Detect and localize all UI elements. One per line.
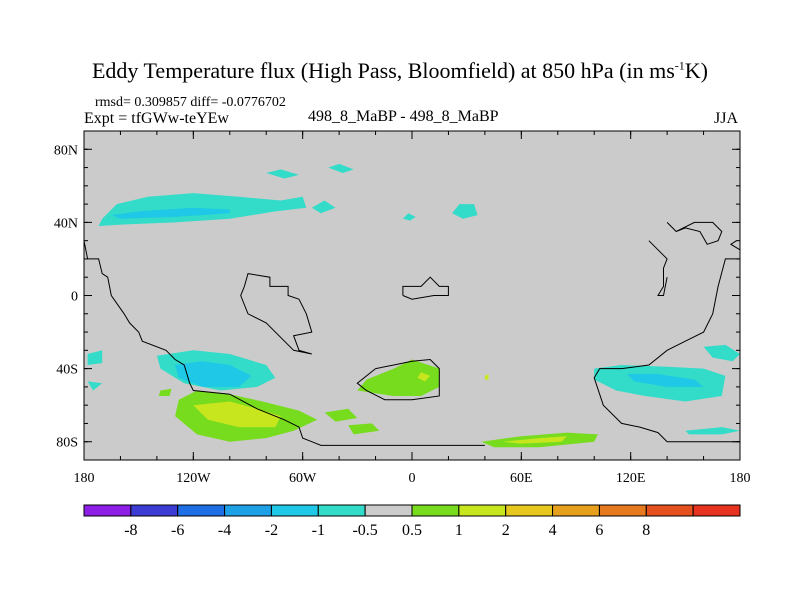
contour-region-sp-green-tail [324, 408, 358, 422]
coastline-s-america-east [240, 273, 313, 355]
contour-region-indian-blue [627, 374, 704, 387]
y-tick-label: 40N [54, 216, 78, 231]
rmsd-diff-stats: rmsd= 0.309857 diff= -0.0776702 [95, 95, 286, 110]
case-label: 498_8_MaBP - 498_8_MaBP [308, 108, 499, 125]
contour-region-atlantic-green [357, 359, 440, 396]
contour-region-se-cyan [685, 427, 740, 435]
colorbar-box [83, 504, 132, 517]
colorbar-label: 8 [642, 522, 650, 539]
colorbar-box [224, 504, 272, 517]
contour-region-sp-pacific-cyan [87, 350, 103, 365]
colorbar-label: 1 [455, 522, 463, 539]
coastline-greenland [729, 240, 741, 251]
experiment-label: Expt = tfGWw-teYEw [84, 110, 229, 127]
colorbar-label: -0.5 [352, 522, 377, 539]
y-tick-label: 80N [54, 143, 78, 158]
contour-region-sp-pacific-blue [175, 361, 252, 387]
contour-region-aus-cyan [703, 344, 740, 362]
colorbar-box [598, 504, 647, 517]
contour-region-europe-cyan [402, 213, 416, 221]
contour-region-np-atlantic-cyan [311, 200, 336, 214]
y-tick-label: 0 [71, 290, 78, 305]
colorbar-box [505, 504, 554, 517]
x-tick-label: 0 [409, 471, 416, 486]
contour-region-sp-yellow-1 [193, 401, 281, 428]
x-tick-label: 120E [616, 471, 646, 486]
contour-region-asia-cyan [452, 204, 478, 219]
coastline-africa-w [402, 276, 449, 300]
season-label: JJA [714, 110, 739, 127]
colorbar-box [692, 504, 741, 517]
contour-region-indian-yellow [503, 436, 567, 444]
coastline-asia-south [648, 240, 668, 296]
colorbar-label: 6 [595, 522, 603, 539]
colorbar-box [411, 504, 460, 517]
contour-region-arctic-cyan [266, 169, 299, 179]
colorbar-label: 4 [549, 522, 557, 539]
colorbar-box [317, 504, 366, 517]
contour-region-arctic-cyan-2 [328, 163, 354, 173]
colorbar-label: -2 [265, 522, 278, 539]
contour-region-sp-pacific-cyan-2 [87, 381, 103, 391]
y-tick-label: 40S [56, 363, 78, 378]
colorbar-label: -8 [124, 522, 137, 539]
contour-region-sp-green-dot [158, 388, 172, 396]
contour-region-atlantic-yellow [417, 372, 431, 382]
colorbar-label: 2 [502, 522, 510, 539]
x-tick-label: 180 [730, 471, 751, 486]
colorbar-box [458, 504, 507, 517]
coastline-africa-sw [356, 358, 440, 401]
coastline-americas-west [83, 240, 485, 446]
colorbar-label: 0.5 [402, 522, 422, 539]
colorbar-box [645, 504, 694, 517]
colorbar-label: -6 [171, 522, 184, 539]
coastline-asia-east [666, 221, 723, 245]
colorbar-box [130, 504, 179, 517]
x-tick-label: 180 [74, 471, 95, 486]
colorbar-label: -4 [218, 522, 231, 539]
colorbar-label: -1 [312, 522, 325, 539]
contour-region-np-pacific-blue [111, 207, 230, 219]
x-tick-label: 60E [510, 471, 533, 486]
plot-title: Eddy Temperature flux (High Pass, Bloomf… [91, 58, 708, 83]
colorbar-box [270, 504, 319, 517]
colorbar-box [177, 504, 226, 517]
contour-region-green-small [348, 423, 380, 435]
x-tick-label: 60W [289, 471, 317, 486]
y-tick-label: 80S [56, 436, 78, 451]
x-tick-label: 120W [176, 471, 211, 486]
coastline-australia-sw [593, 258, 740, 443]
contour-region-atlantic-yellow-2 [484, 374, 489, 380]
colorbar-box [552, 504, 600, 517]
colorbar-box [364, 504, 413, 517]
